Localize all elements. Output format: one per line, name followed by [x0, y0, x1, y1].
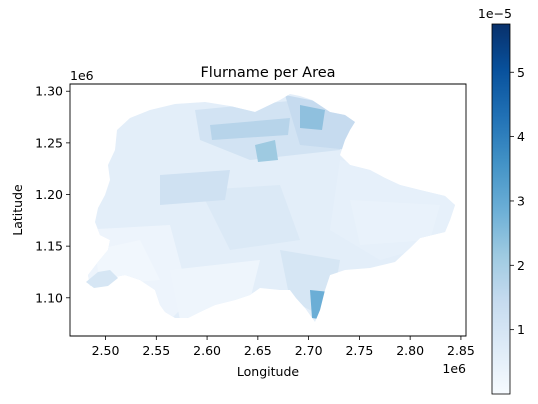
patch-bern-band	[160, 170, 230, 205]
colorbar-gradient	[491, 23, 511, 395]
x-axis: 2.50 2.55 2.60 2.65 2.70 2.75 2.80 2.85	[92, 336, 475, 358]
patch-southeast	[280, 250, 340, 320]
x-offset-label: 1e6	[442, 361, 466, 376]
colorbar: 1 2 3 4 5 1e−5	[478, 6, 525, 395]
colorbar-offset-label: 1e−5	[478, 6, 512, 21]
colorbar-ticks: 1 2 3 4 5	[510, 65, 525, 337]
patch-graubunden	[350, 200, 440, 245]
patch-ticino-hotspot	[310, 290, 330, 320]
x-tick-label: 2.50	[92, 343, 120, 358]
x-tick-label: 2.85	[447, 343, 475, 358]
chart-title: Flurname per Area	[200, 65, 335, 81]
x-tick-label: 2.55	[142, 343, 170, 358]
geneva-enclave	[86, 270, 118, 288]
x-tick-label: 2.70	[295, 343, 323, 358]
colorbar-tick-label: 5	[517, 65, 525, 80]
plot-frame	[69, 83, 467, 337]
x-tick-label: 2.65	[244, 343, 272, 358]
x-axis-label: Longitude	[237, 364, 299, 379]
x-tick-label: 2.80	[396, 343, 424, 358]
y-tick-label: 1.30	[35, 84, 63, 99]
patch-central	[200, 185, 300, 250]
colorbar-tick-label: 4	[517, 129, 525, 144]
y-tick-label: 1.25	[35, 135, 63, 150]
colorbar-tick-label: 1	[517, 322, 525, 337]
patch-zurich-hotspot	[300, 105, 325, 130]
patch-aargau-band	[210, 118, 290, 140]
colorbar-tick-label: 2	[517, 258, 525, 273]
y-tick-label: 1.15	[35, 239, 63, 254]
y-tick-label: 1.20	[35, 187, 63, 202]
x-tick-label: 2.60	[193, 343, 221, 358]
x-tick-label: 2.75	[345, 343, 373, 358]
patch-south-alps	[170, 260, 260, 320]
y-axis-label: Latitude	[10, 184, 25, 236]
colorbar-tick-label: 3	[517, 193, 525, 208]
patch-basel-hotspot	[255, 140, 278, 162]
y-tick-label: 1.10	[35, 290, 63, 305]
map-area	[69, 83, 467, 337]
y-axis: 1.10 1.15 1.20 1.25 1.30	[35, 84, 70, 305]
y-offset-label: 1e6	[70, 68, 94, 83]
